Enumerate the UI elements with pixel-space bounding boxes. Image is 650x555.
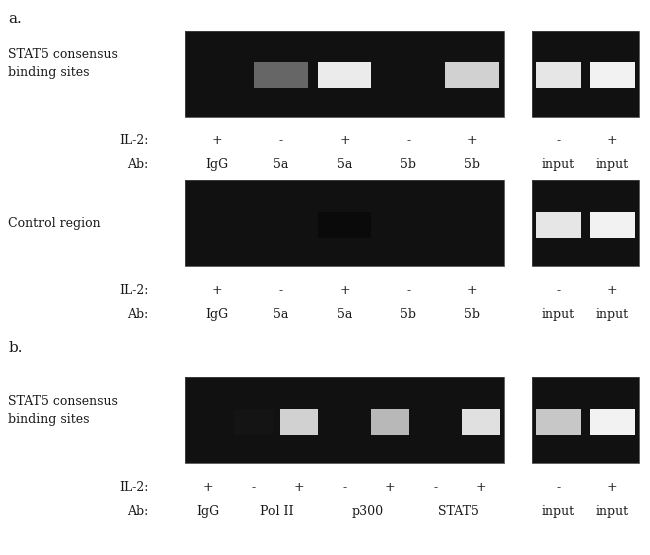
Text: p300: p300 bbox=[351, 504, 383, 518]
Bar bbox=[532, 31, 639, 117]
Text: -: - bbox=[556, 284, 560, 297]
Text: +: + bbox=[339, 134, 350, 148]
Text: Pol II: Pol II bbox=[259, 504, 293, 518]
Text: -: - bbox=[406, 284, 410, 297]
Text: IL-2:: IL-2: bbox=[119, 284, 148, 297]
Text: input: input bbox=[542, 504, 575, 518]
Text: input: input bbox=[542, 307, 575, 321]
Text: Ab:: Ab: bbox=[127, 307, 148, 321]
Bar bbox=[185, 377, 504, 463]
Text: IgG: IgG bbox=[196, 504, 220, 518]
Text: +: + bbox=[467, 134, 477, 148]
Text: -: - bbox=[343, 481, 346, 495]
Bar bbox=[185, 31, 504, 117]
Bar bbox=[185, 31, 504, 117]
Text: +: + bbox=[385, 481, 395, 495]
Bar bbox=[590, 409, 634, 435]
Text: +: + bbox=[467, 284, 477, 297]
Text: Control region: Control region bbox=[8, 217, 101, 230]
Bar bbox=[235, 409, 272, 435]
Text: +: + bbox=[607, 284, 618, 297]
Bar bbox=[371, 409, 409, 435]
Text: 5b: 5b bbox=[400, 158, 416, 171]
Bar bbox=[185, 180, 504, 266]
Text: STAT5 consensus
binding sites: STAT5 consensus binding sites bbox=[8, 395, 118, 426]
Text: -: - bbox=[279, 284, 283, 297]
Text: -: - bbox=[279, 134, 283, 148]
Text: +: + bbox=[476, 481, 486, 495]
Text: input: input bbox=[542, 158, 575, 171]
Bar bbox=[532, 31, 639, 117]
Text: IL-2:: IL-2: bbox=[119, 134, 148, 148]
Text: 5a: 5a bbox=[273, 158, 289, 171]
Text: +: + bbox=[294, 481, 304, 495]
Text: 5a: 5a bbox=[273, 307, 289, 321]
Text: 5b: 5b bbox=[400, 307, 416, 321]
Text: Ab:: Ab: bbox=[127, 158, 148, 171]
Bar bbox=[318, 62, 371, 88]
Bar bbox=[536, 409, 581, 435]
Bar bbox=[445, 62, 499, 88]
Text: -: - bbox=[556, 481, 560, 495]
Text: input: input bbox=[595, 158, 629, 171]
Bar bbox=[532, 377, 639, 463]
Bar bbox=[318, 212, 371, 238]
Text: Ab:: Ab: bbox=[127, 504, 148, 518]
Text: IL-2:: IL-2: bbox=[119, 481, 148, 495]
Bar bbox=[590, 62, 634, 88]
Text: -: - bbox=[252, 481, 255, 495]
Bar bbox=[280, 409, 318, 435]
Text: +: + bbox=[607, 134, 618, 148]
Bar bbox=[185, 377, 504, 463]
Text: -: - bbox=[434, 481, 437, 495]
Bar bbox=[462, 409, 500, 435]
Text: +: + bbox=[339, 284, 350, 297]
Text: -: - bbox=[406, 134, 410, 148]
Bar bbox=[532, 180, 639, 266]
Bar bbox=[185, 180, 504, 266]
Bar bbox=[532, 377, 639, 463]
Text: IgG: IgG bbox=[205, 158, 229, 171]
Text: +: + bbox=[607, 481, 618, 495]
Text: 5b: 5b bbox=[464, 158, 480, 171]
Text: a.: a. bbox=[8, 12, 22, 26]
Text: input: input bbox=[595, 307, 629, 321]
Text: 5a: 5a bbox=[337, 307, 352, 321]
Text: 5b: 5b bbox=[464, 307, 480, 321]
Bar bbox=[536, 212, 581, 238]
Text: STAT5 consensus
binding sites: STAT5 consensus binding sites bbox=[8, 48, 118, 79]
Bar bbox=[532, 180, 639, 266]
Text: +: + bbox=[212, 134, 222, 148]
Text: b.: b. bbox=[8, 341, 23, 355]
Text: IgG: IgG bbox=[205, 307, 229, 321]
Text: +: + bbox=[212, 284, 222, 297]
Text: 5a: 5a bbox=[337, 158, 352, 171]
Text: +: + bbox=[203, 481, 213, 495]
Text: STAT5: STAT5 bbox=[438, 504, 478, 518]
Bar bbox=[536, 62, 581, 88]
Bar bbox=[590, 212, 634, 238]
Text: input: input bbox=[595, 504, 629, 518]
Text: -: - bbox=[556, 134, 560, 148]
Bar bbox=[254, 62, 307, 88]
